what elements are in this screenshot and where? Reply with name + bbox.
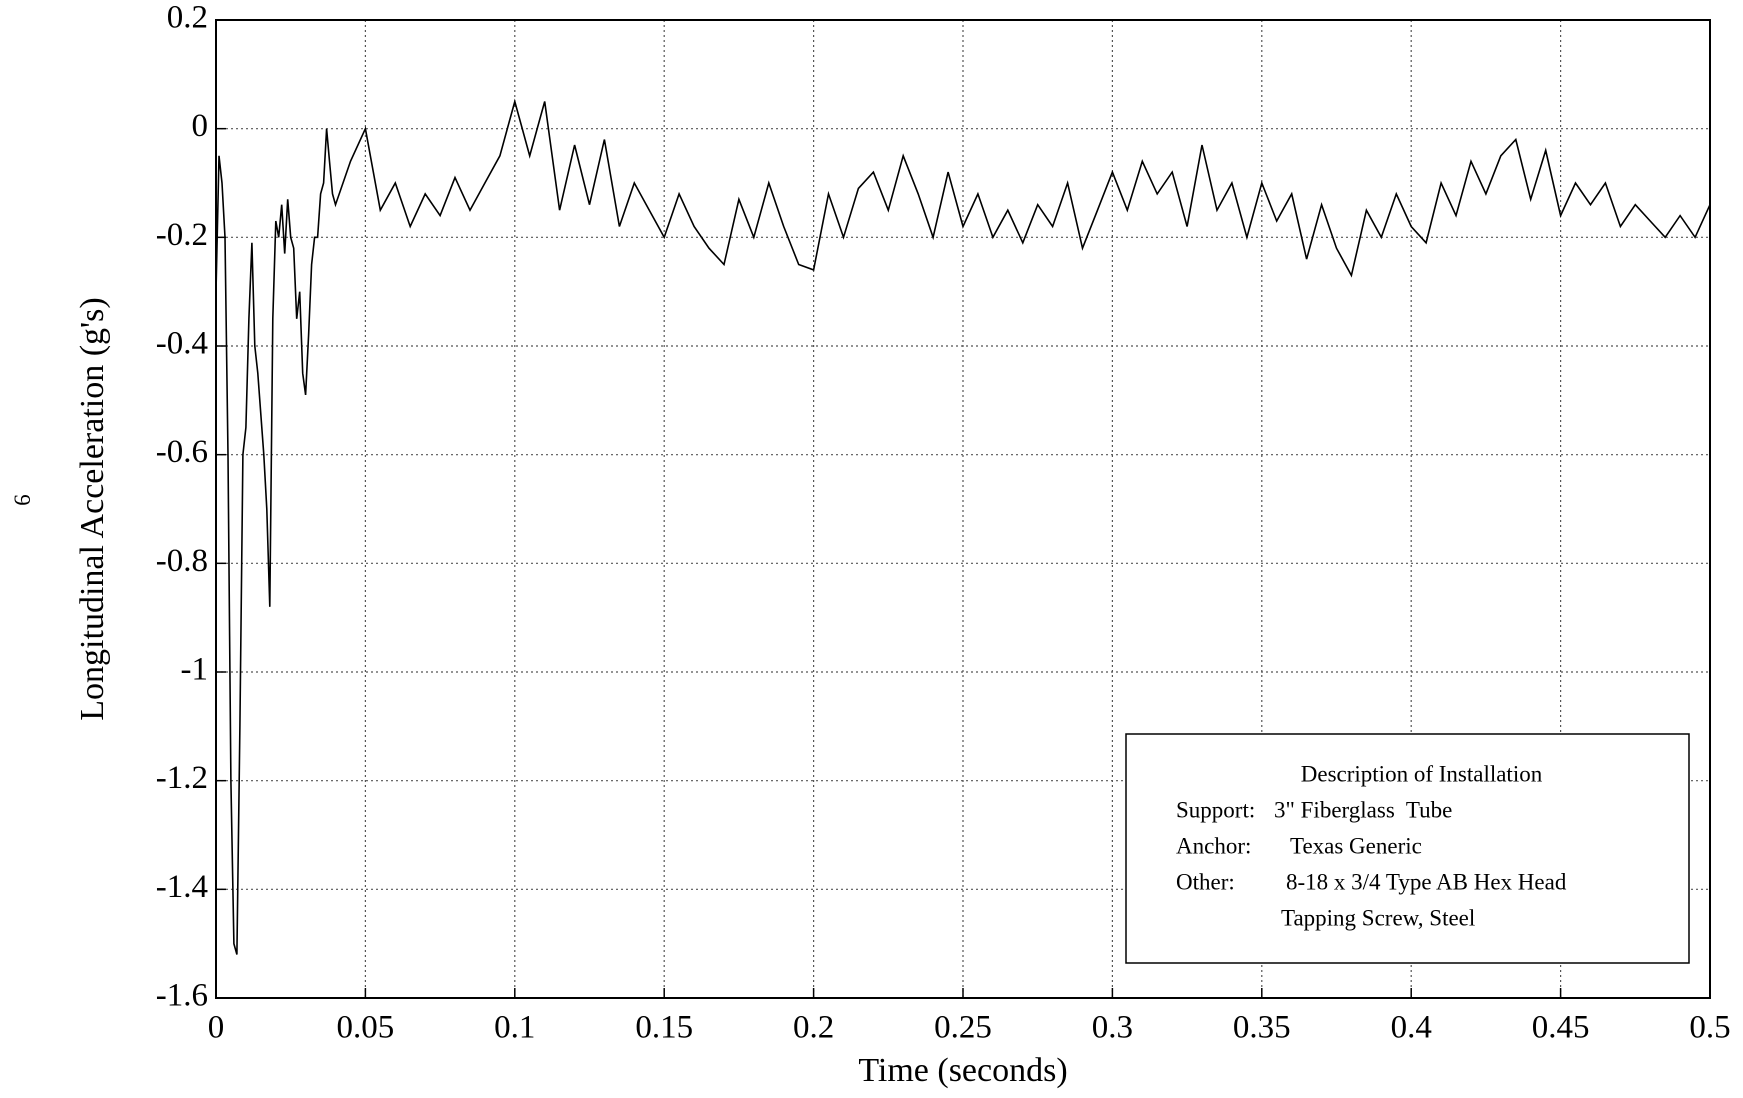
annotation-label: Anchor:: [1176, 833, 1251, 858]
y-tick-label: -0.2: [156, 217, 208, 253]
annotation-value: Texas Generic: [1290, 833, 1422, 858]
data-line: [215, 98, 1711, 955]
annotation-label: Other:: [1176, 869, 1235, 894]
x-tick-label: 0.05: [337, 1010, 395, 1046]
x-tick-label: 0.4: [1391, 1010, 1432, 1046]
y-tick-label: -0.8: [156, 543, 208, 579]
x-tick-label: 0.3: [1092, 1010, 1133, 1046]
y-tick-label: -0.6: [156, 434, 208, 470]
y-tick-label: -1: [181, 652, 209, 688]
x-tick-label: 0: [208, 1010, 225, 1046]
annotation-continuation: Tapping Screw, Steel: [1281, 905, 1475, 930]
annotation-box: [1125, 733, 1690, 964]
y-tick-label: 0.2: [167, 0, 208, 36]
y-axis-label: Longitudinal Acceleration (g's): [74, 297, 111, 720]
x-tick-label: 0.2: [793, 1010, 834, 1046]
y-tick-label: -0.4: [156, 326, 208, 362]
plot-frame: [215, 19, 1711, 999]
y-tick-label: 0: [192, 108, 209, 144]
x-tick-label: 0.15: [635, 1010, 693, 1046]
x-tick-label: 0.35: [1233, 1010, 1291, 1046]
annotation-value: 8-18 x 3/4 Type AB Hex Head: [1286, 869, 1567, 894]
x-tick-label: 0.5: [1689, 1010, 1730, 1046]
page-number: 9: [10, 494, 35, 506]
x-tick-label: 0.45: [1532, 1010, 1590, 1046]
y-tick-label: -1.6: [156, 978, 208, 1014]
annotation-label: Support:: [1176, 797, 1255, 822]
x-tick-label: 0.1: [494, 1010, 535, 1046]
x-axis-label: Time (seconds): [858, 1052, 1067, 1089]
y-tick-label: -1.4: [156, 869, 208, 905]
annotation-title: Description of Installation: [1301, 761, 1543, 786]
annotation-value: 3" Fiberglass Tube: [1274, 797, 1452, 822]
y-tick-label: -1.2: [156, 760, 208, 796]
x-tick-label: 0.25: [934, 1010, 992, 1046]
